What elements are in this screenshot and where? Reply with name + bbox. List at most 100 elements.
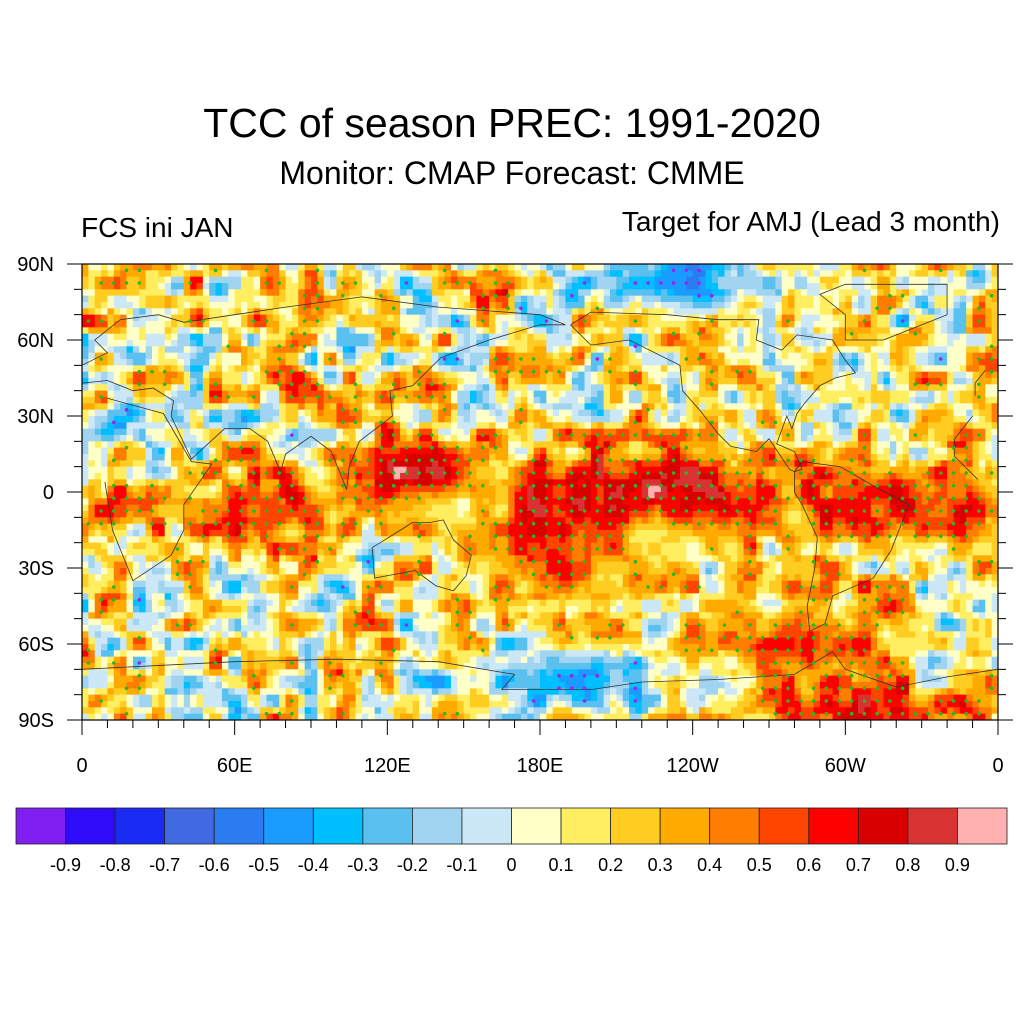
field-cell [807,327,815,335]
field-cell [419,384,427,392]
field-cell [788,327,796,335]
field-cell [762,390,770,398]
field-cell [966,397,974,404]
field-cell [756,359,764,366]
field-cell [807,378,815,385]
field-cell [82,460,89,468]
field-cell [826,435,834,442]
field-cell [132,479,140,487]
field-cell [743,295,751,303]
field-cell [158,289,166,297]
field-cell [978,422,986,430]
field-cell [323,454,331,461]
field-cell [762,346,770,354]
field-cell [450,403,458,411]
field-cell [164,314,172,322]
field-cell [107,302,115,309]
field-cell [438,308,446,316]
field-cell [762,428,770,436]
field-cell [533,384,541,392]
field-cell [667,276,675,284]
field-cell [291,435,299,442]
field-cell [234,340,242,347]
field-cell [234,416,242,423]
field-cell [838,378,846,385]
field-cell [272,327,280,335]
field-cell [953,397,961,404]
field-cell [845,409,853,417]
field-cell [826,441,834,449]
field-cell [221,384,229,392]
field-cell [374,264,382,271]
field-cell [622,473,630,480]
field-cell [699,359,706,366]
field-cell [902,454,910,461]
field-cell [380,365,388,373]
field-cell [838,409,846,417]
field-cell [718,264,726,271]
field-cell [368,460,376,468]
field-cell [743,365,751,373]
field-cell [495,371,503,379]
field-cell [597,460,605,468]
field-cell [622,340,630,347]
field-cell [788,359,796,366]
field-cell [349,270,357,278]
field-cell [279,283,287,290]
field-cell [94,371,102,379]
field-cell [546,435,554,442]
field-cell [972,416,980,423]
field-cell [298,397,306,404]
field-cell [374,454,382,461]
field-cell [196,302,204,309]
field-cell [88,479,96,487]
field-cell [800,264,808,271]
field-cell [291,479,299,487]
field-cell [985,264,993,271]
field-cell [247,270,255,278]
field-cell [737,333,745,341]
field-cell [819,460,827,468]
field-cell [972,295,980,303]
field-cell [800,302,808,309]
field-cell [603,422,611,430]
field-cell [374,283,382,290]
field-cell [419,264,427,271]
field-cell [234,479,242,487]
field-cell [769,283,776,290]
field-cell [508,295,516,303]
field-cell [807,289,815,297]
field-cell [323,422,331,430]
field-cell [584,397,592,404]
field-cell [622,346,630,354]
field-cell [425,365,433,373]
field-cell [470,473,477,480]
field-cell [635,289,643,297]
field-cell [450,283,458,290]
field-cell [800,371,808,379]
field-cell [947,264,955,271]
field-cell [800,447,808,455]
field-cell [336,352,344,360]
field-cell [635,365,643,373]
field-cell [438,333,446,341]
field-cell [431,441,439,449]
field-cell [508,264,516,271]
field-cell [915,473,923,480]
field-cell [190,428,198,436]
field-cell [514,454,522,461]
field-cell [457,371,465,379]
field-cell [470,460,477,468]
field-cell [266,441,274,449]
field-cell [412,435,420,442]
field-cell [272,378,280,385]
field-cell [145,397,153,404]
field-cell [743,397,751,404]
field-cell [482,479,490,487]
field-cell [285,340,293,347]
field-cell [940,352,948,360]
field-cell [342,422,350,430]
field-cell [520,416,528,423]
field-cell [540,384,547,392]
